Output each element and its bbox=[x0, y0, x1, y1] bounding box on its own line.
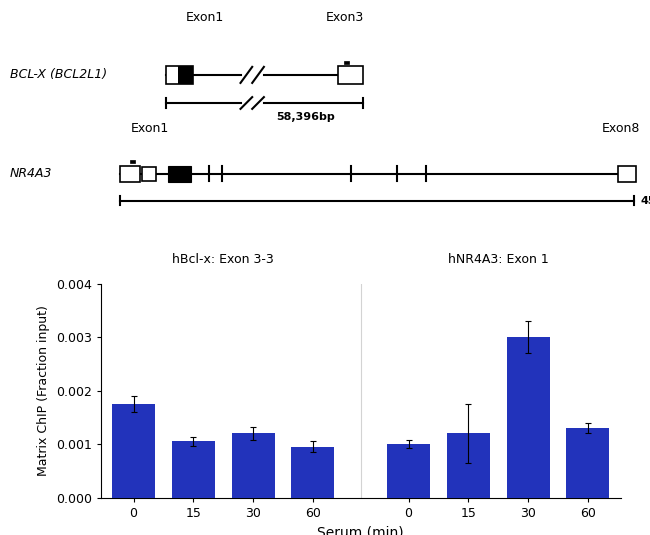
Y-axis label: Matrix ChIP (Fraction input): Matrix ChIP (Fraction input) bbox=[37, 305, 50, 476]
Bar bbox=[130, 160, 135, 164]
Text: Exon1: Exon1 bbox=[186, 11, 224, 24]
Bar bbox=[387, 444, 430, 498]
Bar bbox=[120, 166, 140, 182]
Bar bbox=[231, 433, 275, 498]
Text: 45,037bp: 45,037bp bbox=[640, 196, 650, 205]
Bar bbox=[338, 65, 363, 84]
Bar bbox=[172, 441, 215, 498]
Text: hBcl-x: Exon 3-3: hBcl-x: Exon 3-3 bbox=[172, 254, 274, 266]
Bar bbox=[344, 61, 349, 64]
Bar bbox=[178, 65, 193, 84]
Text: 58,396bp: 58,396bp bbox=[276, 112, 335, 123]
Bar bbox=[291, 447, 335, 498]
Text: NR4A3: NR4A3 bbox=[10, 167, 52, 180]
Text: Exon3: Exon3 bbox=[326, 11, 363, 24]
Bar bbox=[566, 428, 610, 498]
Text: BCL-X (BCL2L1): BCL-X (BCL2L1) bbox=[10, 68, 107, 81]
Bar bbox=[166, 65, 193, 84]
Bar bbox=[618, 166, 636, 182]
Bar bbox=[112, 404, 155, 498]
Bar bbox=[142, 167, 156, 181]
Text: Exon1: Exon1 bbox=[131, 122, 168, 135]
Bar bbox=[506, 337, 550, 498]
X-axis label: Serum (min): Serum (min) bbox=[317, 525, 404, 535]
Bar bbox=[447, 433, 490, 498]
Bar bbox=[168, 166, 191, 182]
Text: Exon8: Exon8 bbox=[601, 122, 640, 135]
Text: hNR4A3: Exon 1: hNR4A3: Exon 1 bbox=[448, 254, 549, 266]
